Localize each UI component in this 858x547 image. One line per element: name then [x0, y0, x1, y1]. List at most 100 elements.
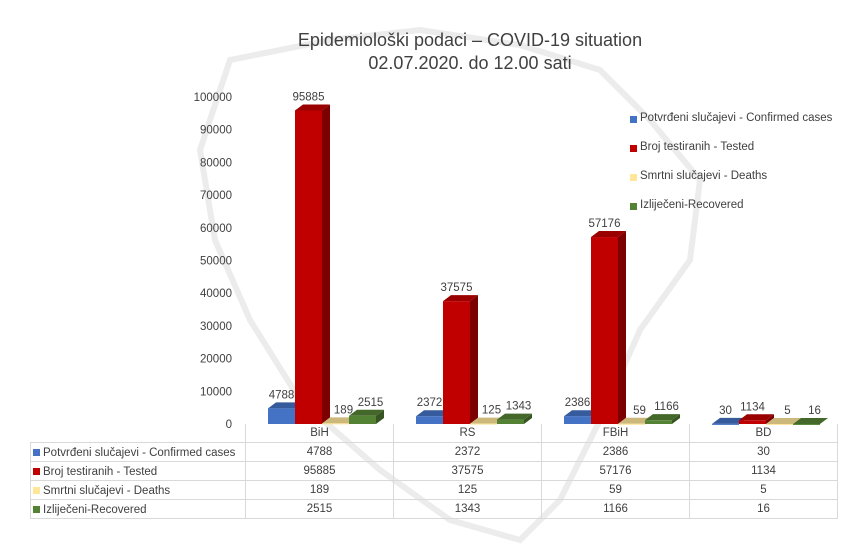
- y-tick-label: 70000: [200, 190, 232, 202]
- data-label: 2386: [565, 397, 591, 409]
- data-label: 2372: [417, 397, 443, 409]
- table-corner: [31, 424, 246, 443]
- bar-side: [322, 104, 330, 424]
- table-header-cell: RS: [393, 424, 542, 443]
- y-tick-label: 60000: [200, 223, 232, 235]
- legend-swatch: [33, 487, 40, 494]
- bar-top: [645, 414, 680, 421]
- data-label: 1134: [740, 401, 765, 413]
- data-label: 37575: [441, 282, 473, 294]
- y-tick-label: 10000: [200, 386, 232, 398]
- table-row: Broj testiranih - Tested 95885 37575 57176 1…: [30, 461, 838, 481]
- table-cell: 1134: [689, 461, 838, 481]
- data-label: 95885: [293, 91, 325, 103]
- table-row-label: Potvrđeni slučajevi - Confirmed cases: [30, 442, 246, 462]
- bar-top: [497, 413, 532, 420]
- data-label: 5: [784, 405, 790, 417]
- bar-side: [470, 295, 478, 424]
- table-cell: 16: [689, 499, 838, 519]
- table-cell: 57176: [541, 461, 690, 481]
- table-cell: 5: [689, 480, 838, 500]
- table-header-cell: BD: [689, 424, 838, 443]
- bar: [739, 420, 766, 424]
- legend-swatch: [630, 174, 637, 181]
- legend: Potvrđeni slučajevi - Confirmed cases Br…: [630, 112, 832, 228]
- chart-subtitle: 02.07.2020. do 12.00 sati: [368, 53, 572, 73]
- bar-top: [712, 417, 747, 424]
- series-name: Izliječeni-Recovered: [43, 504, 147, 516]
- y-tick-label: 90000: [200, 125, 232, 137]
- y-tick-label: 50000: [200, 256, 232, 268]
- legend-swatch: [630, 203, 637, 210]
- series-name: Potvrđeni slučajevi - Confirmed cases: [43, 447, 236, 459]
- bar: [349, 415, 376, 424]
- data-label: 189: [334, 404, 353, 416]
- data-label: 30: [719, 405, 732, 417]
- data-label: 1343: [506, 401, 532, 413]
- table-row-label: Smrtni slučajevi - Deaths: [30, 480, 246, 500]
- legend-swatch: [33, 468, 40, 475]
- table-row: Izliječeni-Recovered 2515 1343 1166 16: [30, 499, 838, 519]
- series-name: Broj testiranih - Tested: [43, 466, 158, 478]
- table-row-label: Izliječeni-Recovered: [30, 499, 246, 519]
- bar: [564, 416, 591, 424]
- data-label: 16: [808, 405, 821, 417]
- legend-item-tested: Broj testiranih - Tested: [630, 141, 832, 170]
- legend-swatch: [33, 506, 40, 513]
- bar-side: [376, 409, 384, 424]
- table-row: Smrtni slučajevi - Deaths 189 125 59 5: [30, 480, 838, 500]
- bar: [497, 419, 524, 424]
- legend-label: Broj testiranih - Tested: [640, 141, 755, 153]
- bar-side: [618, 231, 626, 424]
- bar: [322, 423, 349, 425]
- table-cell: 59: [541, 480, 690, 500]
- bar-top: [295, 104, 330, 111]
- bar: [645, 420, 672, 424]
- legend-label: Smrtni slučajevi - Deaths: [640, 170, 768, 182]
- bar-top: [766, 417, 801, 424]
- legend-item-recovered: Izliječeni-Recovered: [630, 199, 832, 228]
- series-name: Smrtni slučajevi - Deaths: [43, 485, 171, 497]
- bar: [443, 301, 470, 424]
- bar-top: [416, 410, 451, 417]
- bar-top: [268, 402, 303, 409]
- legend-swatch: [630, 116, 637, 123]
- bar-top: [443, 295, 478, 302]
- legend-item-confirmed: Potvrđeni slučajevi - Confirmed cases: [630, 112, 832, 141]
- bar-top: [591, 231, 626, 238]
- bar-side: [672, 414, 680, 424]
- bar: [416, 416, 443, 424]
- data-label: 2515: [358, 397, 384, 409]
- legend-item-deaths: Smrtni slučajevi - Deaths: [630, 170, 832, 199]
- y-tick-label: 100000: [194, 92, 232, 104]
- data-label: 59: [633, 405, 646, 417]
- y-tick-label: 0: [226, 419, 232, 431]
- table-header-cell: FBiH: [541, 424, 690, 443]
- bar-side: [524, 413, 532, 424]
- table-header-cell: BiH: [245, 424, 394, 443]
- bar-top: [349, 409, 384, 416]
- table-cell: 95885: [245, 461, 394, 481]
- bar: [268, 408, 295, 424]
- data-label: 57176: [589, 218, 621, 230]
- table-cell: 2386: [541, 442, 690, 462]
- legend-swatch: [33, 449, 40, 456]
- data-label: 1166: [654, 401, 679, 413]
- y-tick-label: 80000: [200, 157, 232, 169]
- table-cell: 2372: [393, 442, 542, 462]
- data-label: 125: [482, 405, 501, 417]
- table-header-row: BiH RS FBiH BD: [31, 424, 838, 443]
- legend-label: Potvrđeni slučajevi - Confirmed cases: [640, 112, 833, 124]
- bar: [295, 110, 322, 424]
- bar-top: [793, 417, 828, 424]
- bar-side: [766, 414, 774, 424]
- bar-top: [470, 417, 505, 424]
- table-cell: 1343: [393, 499, 542, 519]
- data-table: BiH RS FBiH BD Potvrđeni slučajevi - Confirm…: [30, 424, 838, 519]
- y-tick-label: 20000: [200, 354, 232, 366]
- y-tick-label: 30000: [200, 321, 232, 333]
- table-cell: 37575: [393, 461, 542, 481]
- data-label: 4788: [269, 389, 295, 401]
